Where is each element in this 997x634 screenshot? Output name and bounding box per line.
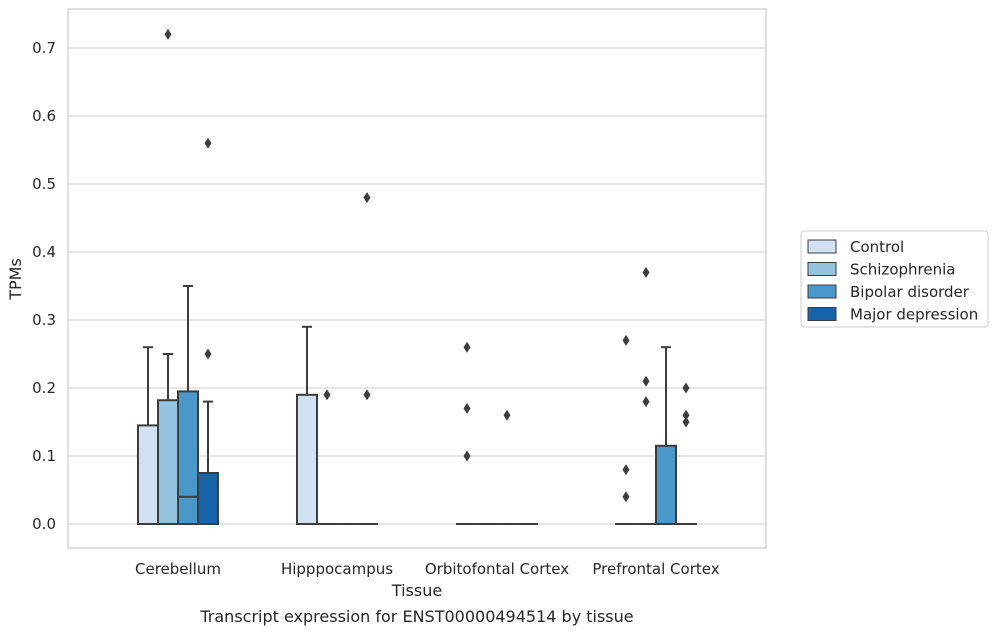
y-tick-label: 0.1: [32, 447, 56, 465]
box-control: [615, 334, 637, 526]
outlier-point: [463, 402, 471, 414]
y-tick-label: 0.6: [32, 107, 56, 125]
box: [177, 390, 199, 525]
legend-swatch: [807, 262, 837, 276]
box-control: [296, 325, 318, 525]
legend-swatch: [807, 239, 837, 254]
outlier-point: [164, 28, 172, 40]
box-bipolar-disorder: [496, 409, 518, 526]
outlier-point: [204, 348, 212, 360]
x-tick-label: Cerebellum: [135, 560, 221, 578]
outlier-point: [642, 266, 650, 278]
legend-label: Major depression: [850, 306, 978, 324]
outlier-point: [622, 491, 630, 503]
y-tick-label: 0.7: [32, 39, 56, 57]
box-major-depression: [675, 382, 697, 526]
outlier-point: [463, 450, 471, 462]
legend-label: Control: [850, 238, 904, 256]
outlier-point: [363, 389, 371, 401]
box-schizophrenia: [157, 28, 179, 525]
box: [137, 424, 159, 525]
legend: Control Schizophrenia Bipolar disorder Majo…: [800, 230, 989, 328]
y-tick-label: 0.4: [32, 243, 56, 261]
legend-label: Schizophrenia: [850, 261, 955, 279]
x-tick-label: Hipppocampus: [281, 560, 393, 578]
box-control: [456, 341, 478, 526]
x-tick-label: Prefrontal Cortex: [592, 560, 719, 578]
box: [655, 444, 677, 525]
legend-label: Bipolar disorder: [850, 283, 970, 301]
outlier-point: [463, 341, 471, 353]
x-axis-label: Tissue: [391, 581, 442, 600]
box-bipolar-disorder: [177, 285, 199, 525]
outlier-point: [503, 409, 511, 421]
outlier-point: [642, 396, 650, 408]
y-tick-label: 0.0: [32, 515, 56, 533]
box-schizophrenia: [316, 389, 338, 526]
y-axis-label: TPMs: [6, 258, 25, 301]
box-major-depression: [197, 137, 219, 525]
box-control: [137, 346, 159, 525]
outlier-point: [323, 389, 331, 401]
legend-swatch: [807, 284, 837, 299]
outlier-point: [682, 409, 690, 421]
plot-frame: [67, 8, 767, 549]
outlier-point: [363, 192, 371, 204]
y-tick-label: 0.5: [32, 175, 56, 193]
x-axis-ticks: Cerebellum Hipppocampus Orbitofontal Corte…: [135, 560, 720, 578]
box: [157, 399, 179, 525]
box-schizophrenia: [635, 266, 657, 526]
outlier-point: [682, 382, 690, 394]
box-plot-area: [137, 28, 697, 526]
box: [197, 472, 219, 525]
box: [296, 393, 318, 525]
x-tick-label: Orbitofontal Cortex: [425, 560, 569, 578]
chart-caption: Transcript expression for ENST0000049451…: [199, 607, 633, 626]
box-bipolar-disorder: [655, 346, 677, 525]
legend-swatch: [807, 307, 837, 321]
outlier-point: [682, 416, 690, 428]
y-tick-label: 0.2: [32, 379, 56, 397]
y-tick-label: 0.3: [32, 311, 56, 329]
box-major-depression: [356, 192, 378, 526]
legend-frame: [800, 230, 989, 328]
y-axis-ticks: 0.0 0.1 0.2 0.3 0.4 0.5 0.6 0.7: [32, 39, 56, 533]
outlier-point: [642, 375, 650, 387]
outlier-point: [622, 334, 630, 346]
outlier-point: [622, 464, 630, 476]
outlier-point: [204, 137, 212, 149]
